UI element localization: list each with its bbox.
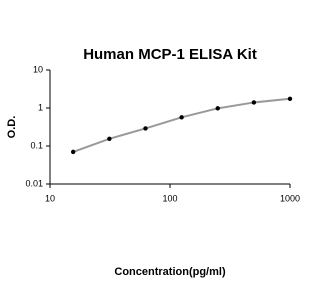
x-tick-label: 100 — [162, 193, 177, 203]
x-tick-label: 10 — [45, 193, 55, 203]
y-tick-label: 0.1 — [30, 140, 43, 150]
y-tick-label: 10 — [33, 64, 43, 74]
data-point — [143, 126, 148, 131]
y-axis-title: O.D. — [6, 116, 18, 139]
data-point — [107, 136, 112, 141]
data-point — [251, 100, 257, 105]
data-point — [179, 115, 184, 120]
x-axis-title: Concentration(pg/ml) — [114, 266, 226, 278]
data-point — [287, 96, 293, 101]
y-tick-label: 1 — [38, 102, 43, 112]
x-tick-label: 1000 — [280, 193, 300, 203]
fit-line — [72, 97, 291, 153]
data-point — [70, 149, 76, 155]
chart-title: Human MCP-1 ELISA Kit — [83, 46, 257, 63]
y-tick-label: 0.01 — [25, 178, 43, 188]
data-point — [215, 106, 220, 111]
chart: Human MCP-1 ELISA Kit Concentration(pg/m… — [6, 46, 300, 278]
